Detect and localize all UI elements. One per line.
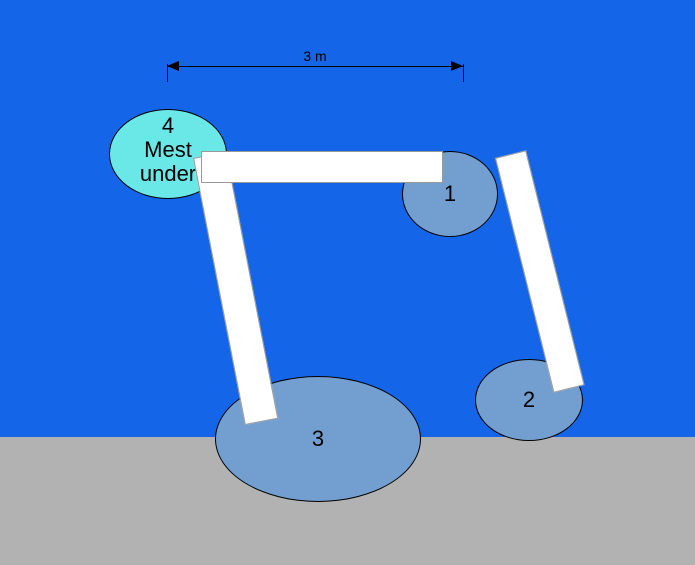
dim-arrow-right <box>451 61 463 71</box>
ellipse-1-number: 1 <box>403 182 497 206</box>
ellipse-3-number: 3 <box>216 427 420 451</box>
dim-label: 3 m <box>295 48 335 64</box>
dim-tick-right <box>463 64 464 82</box>
bar-top <box>201 151 443 183</box>
ellipse-2-number: 2 <box>476 388 582 412</box>
dim-line <box>167 66 463 67</box>
ellipse-4-number: 4 <box>110 114 226 138</box>
dim-arrow-left <box>167 61 179 71</box>
diagram-canvas: 3 m 4 Mest under 1 3 2 <box>0 0 695 565</box>
